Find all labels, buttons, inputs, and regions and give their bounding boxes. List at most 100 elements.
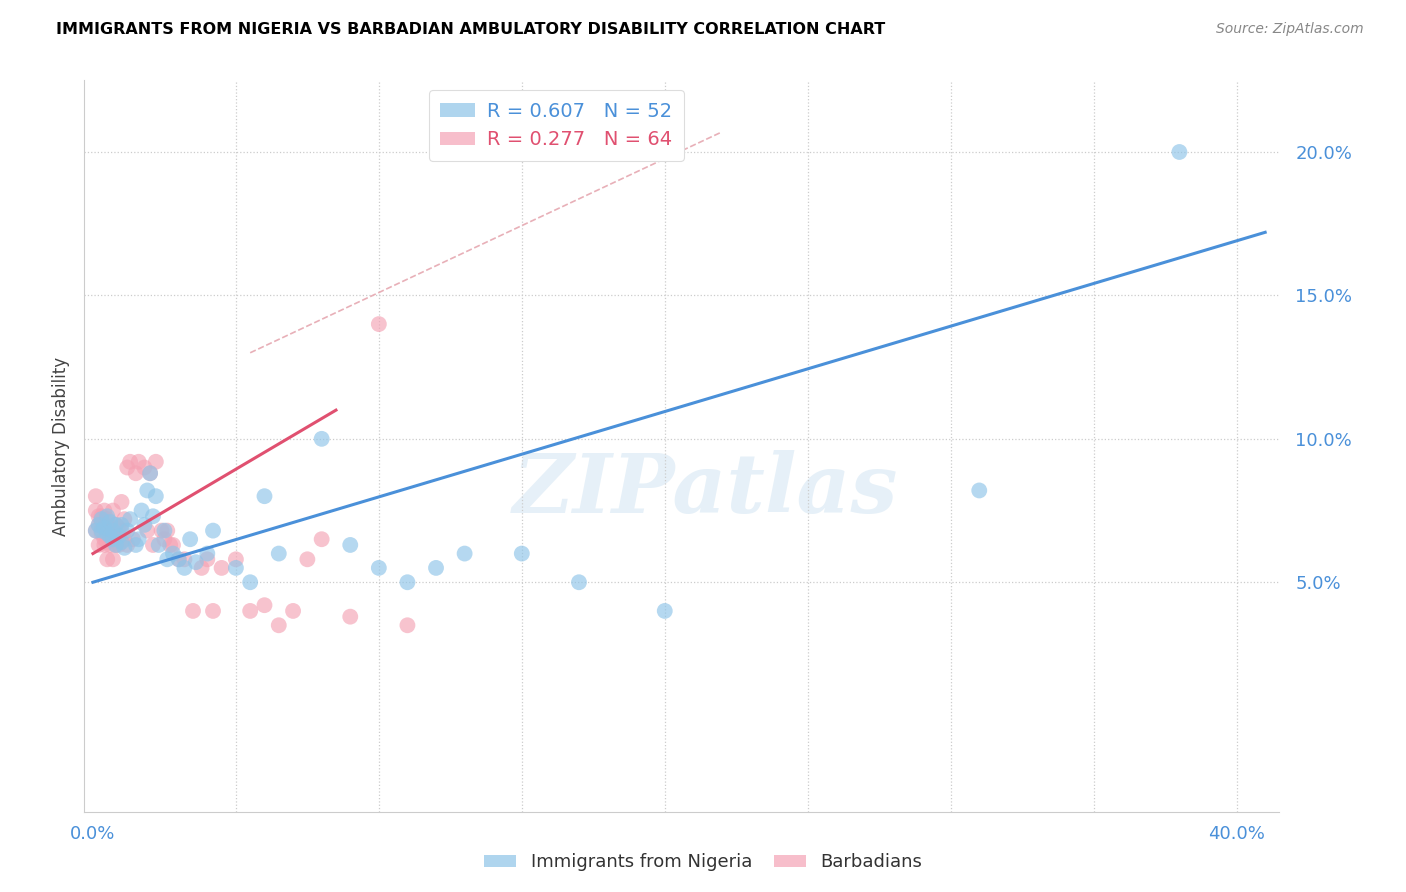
Text: Source: ZipAtlas.com: Source: ZipAtlas.com [1216, 22, 1364, 37]
Point [153, 524, 176, 538]
Point [136, 483, 159, 498]
Text: IMMIGRANTS FROM NIGERIA VS BARBADIAN AMBULATORY DISABILITY CORRELATION CHART: IMMIGRANTS FROM NIGERIA VS BARBADIAN AMB… [56, 22, 886, 37]
Point [90, 512, 112, 526]
Point [84, 489, 107, 503]
Point [1168, 145, 1191, 159]
Point [98, 524, 121, 538]
Point [112, 541, 135, 555]
Point [311, 533, 333, 547]
Point [162, 538, 184, 552]
Point [297, 552, 319, 566]
Point [145, 489, 167, 503]
Point [104, 538, 127, 552]
Point [117, 538, 139, 552]
Point [110, 524, 132, 538]
Point [93, 503, 115, 517]
Point [239, 604, 262, 618]
Point [159, 538, 181, 552]
Point [87, 517, 110, 532]
Point [134, 460, 156, 475]
Point [84, 524, 107, 538]
Point [101, 524, 124, 538]
Point [128, 533, 150, 547]
Point [84, 503, 107, 517]
Point [96, 526, 118, 541]
Legend: Immigrants from Nigeria, Barbadians: Immigrants from Nigeria, Barbadians [477, 847, 929, 879]
Point [125, 467, 148, 481]
Point [96, 552, 118, 566]
Point [90, 524, 112, 538]
Point [654, 604, 676, 618]
Point [98, 515, 121, 529]
Point [104, 533, 127, 547]
Point [117, 460, 139, 475]
Point [122, 533, 145, 547]
Point [339, 538, 361, 552]
Point [225, 552, 247, 566]
Point [104, 517, 127, 532]
Point [184, 555, 207, 569]
Point [131, 503, 153, 517]
Point [110, 495, 132, 509]
Point [510, 547, 533, 561]
Text: ZIPatlas: ZIPatlas [513, 450, 898, 530]
Point [179, 533, 201, 547]
Point [142, 509, 165, 524]
Point [367, 561, 389, 575]
Point [153, 533, 176, 547]
Point [339, 609, 361, 624]
Point [156, 524, 179, 538]
Point [139, 467, 162, 481]
Legend: R = 0.607   N = 52, R = 0.277   N = 64: R = 0.607 N = 52, R = 0.277 N = 64 [429, 90, 683, 161]
Point [162, 547, 184, 561]
Point [202, 604, 225, 618]
Point [101, 524, 124, 538]
Point [202, 524, 225, 538]
Point [107, 529, 129, 543]
Point [90, 526, 112, 541]
Point [107, 521, 129, 535]
Point [396, 575, 419, 590]
Point [112, 533, 135, 547]
Y-axis label: Ambulatory Disability: Ambulatory Disability [52, 357, 70, 535]
Point [98, 538, 121, 552]
Point [367, 317, 389, 331]
Point [167, 552, 190, 566]
Point [453, 547, 475, 561]
Point [139, 467, 162, 481]
Point [93, 521, 115, 535]
Point [181, 604, 204, 618]
Point [110, 517, 132, 532]
Point [281, 604, 304, 618]
Point [117, 524, 139, 538]
Point [104, 538, 127, 552]
Point [195, 547, 218, 561]
Point [425, 561, 447, 575]
Point [173, 561, 195, 575]
Point [93, 538, 115, 552]
Point [267, 618, 290, 632]
Point [98, 529, 121, 543]
Point [253, 598, 276, 612]
Point [142, 538, 165, 552]
Point [90, 515, 112, 529]
Point [134, 517, 156, 532]
Point [128, 455, 150, 469]
Point [87, 509, 110, 524]
Point [101, 552, 124, 566]
Point [110, 535, 132, 549]
Point [107, 538, 129, 552]
Point [156, 552, 179, 566]
Point [150, 524, 173, 538]
Point [120, 455, 142, 469]
Point [568, 575, 591, 590]
Point [93, 533, 115, 547]
Point [125, 538, 148, 552]
Point [96, 512, 118, 526]
Point [167, 552, 190, 566]
Point [87, 517, 110, 532]
Point [396, 618, 419, 632]
Point [112, 512, 135, 526]
Point [104, 517, 127, 532]
Point [311, 432, 333, 446]
